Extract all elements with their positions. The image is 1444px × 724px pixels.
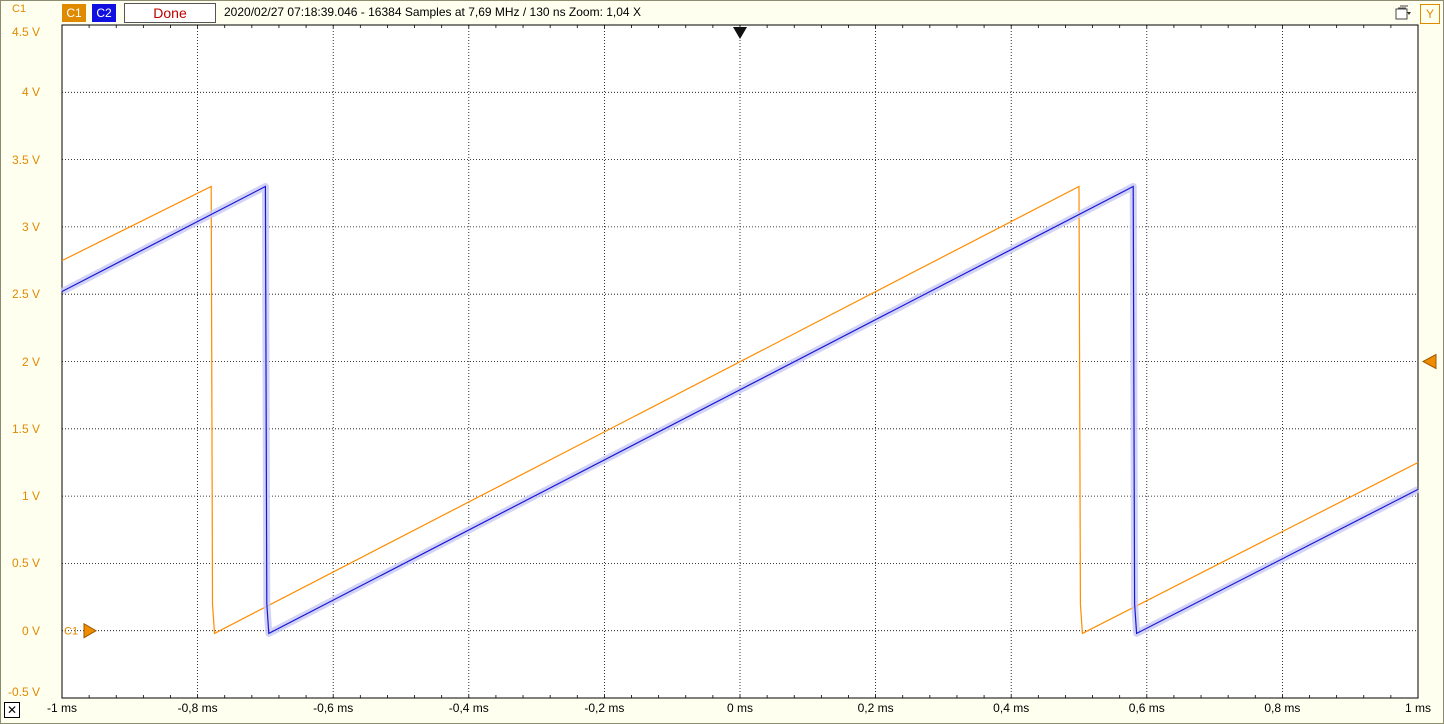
series-c1-line: [61, 185, 1419, 635]
y-tick-label: 0 V: [21, 623, 40, 638]
close-button[interactable]: ✕: [4, 702, 20, 718]
y-tick-label: 4.5 V: [11, 25, 40, 39]
x-tick-label: 0,4 ms: [993, 701, 1030, 715]
scope-header: C1 C1 C2 Done 2020/02/27 07:18:39.046 - …: [0, 0, 1444, 26]
axis-channel-label: C1: [12, 3, 27, 15]
y-tick-label: 1 V: [21, 489, 40, 504]
x-tick-label: 1 ms: [1404, 701, 1432, 715]
y-tick-label: 3.5 V: [11, 152, 40, 167]
x-tick-label: 0,6 ms: [1128, 701, 1165, 715]
y-axis-button[interactable]: Y: [1420, 4, 1440, 24]
series-c2-line: [61, 185, 1419, 635]
ground-marker-label: C1: [64, 626, 78, 638]
channel-c2-button[interactable]: C2: [92, 4, 116, 22]
x-tick-label: -1 ms: [47, 701, 77, 715]
x-tick-label: 0 ms: [726, 701, 754, 715]
export-icon[interactable]: [1394, 4, 1412, 22]
x-tick-label: -0,2 ms: [584, 701, 625, 715]
capture-info: 2020/02/27 07:18:39.046 - 16384 Samples …: [224, 5, 641, 19]
y-tick-label: -0.5 V: [7, 685, 40, 699]
y-tick-label: 0.5 V: [11, 556, 40, 571]
acquisition-status: Done: [124, 3, 216, 23]
channel-c1-button[interactable]: C1: [62, 4, 86, 22]
y-tick-label: 1.5 V: [11, 421, 40, 436]
x-tick-label: -0,6 ms: [313, 701, 354, 715]
x-tick-label: -0,4 ms: [448, 701, 489, 715]
x-tick-label: 0,8 ms: [1264, 701, 1301, 715]
trigger-position-marker: [733, 27, 747, 39]
x-tick-label: -0,8 ms: [177, 701, 218, 715]
y-tick-label: 3 V: [21, 219, 40, 234]
ground-level-marker: [83, 622, 97, 639]
x-tick-label: 0,2 ms: [857, 701, 894, 715]
y-tick-label: 2 V: [21, 354, 40, 369]
waveform-traces: [60, 183, 1420, 637]
trigger-level-marker: [1421, 353, 1437, 370]
plot-markers: C1: [64, 27, 1437, 639]
y-tick-label: 2.5 V: [11, 287, 40, 302]
y-tick-label: 4 V: [21, 85, 40, 100]
